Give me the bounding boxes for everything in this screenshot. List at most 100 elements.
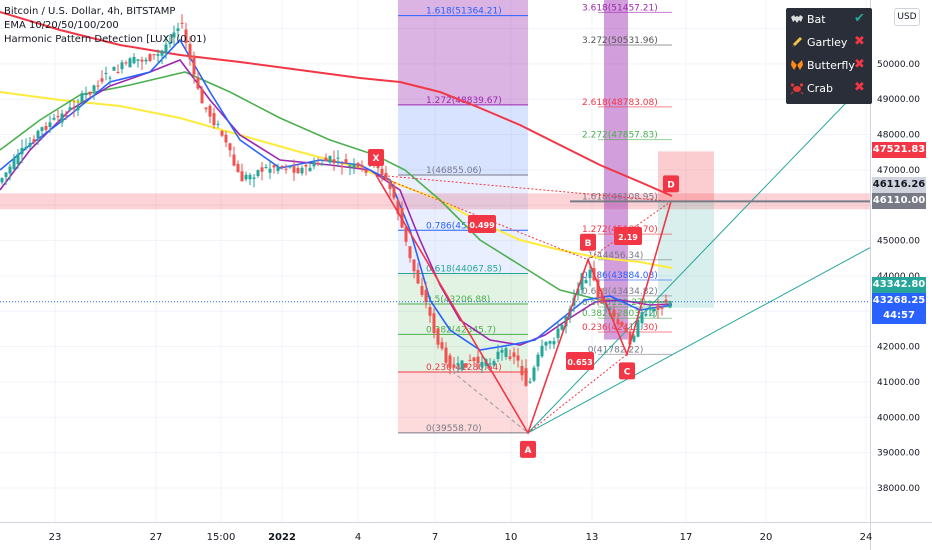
- candle-body: [260, 167, 264, 172]
- candle-body: [36, 130, 40, 138]
- fib-label: 0.382(42803.72): [582, 309, 658, 319]
- candle-body: [424, 290, 428, 303]
- candle-body: [284, 168, 288, 170]
- legend-row-bat: Bat ✔: [786, 10, 872, 30]
- candle-body: [612, 309, 616, 317]
- ema-line-0: [0, 91, 673, 269]
- candle-body: [196, 77, 200, 89]
- candle-body: [352, 164, 356, 168]
- candle-body: [332, 159, 336, 164]
- fib-label: 0.236(41280.64): [426, 363, 502, 373]
- pattern-point-label: C: [624, 367, 631, 377]
- fib-column: [604, 0, 628, 340]
- ratio-box: [566, 352, 594, 370]
- candle-body: [128, 58, 132, 68]
- candle-body: [668, 303, 672, 308]
- candle-body: [48, 122, 52, 128]
- candle-body: [248, 174, 252, 180]
- candle-body: [200, 89, 204, 104]
- candle-body: [132, 56, 136, 64]
- candle-body: [468, 359, 472, 361]
- pattern-point-marker: [520, 440, 536, 458]
- candle-body: [0, 178, 4, 183]
- x-tick-label: 17: [680, 532, 693, 543]
- candle-body: [580, 273, 584, 290]
- fib-label: 1(44456.34): [588, 251, 644, 261]
- y-tick-label: 39000.00: [877, 449, 920, 459]
- candle-body: [500, 349, 504, 353]
- legend-name: Bat: [807, 13, 826, 26]
- fib-label: 0.618(44067.85): [426, 265, 502, 275]
- candle-body: [624, 328, 628, 333]
- candle-body: [312, 161, 316, 167]
- candle-body: [96, 85, 100, 87]
- candle-body: [440, 342, 444, 349]
- candle-body: [320, 164, 324, 166]
- candle-body: [344, 159, 348, 164]
- candle-body: [508, 356, 512, 359]
- candle-body: [584, 280, 588, 284]
- candle-body: [180, 22, 184, 24]
- candle-body: [492, 361, 496, 366]
- candle-body: [192, 55, 196, 75]
- candle-body: [616, 319, 620, 325]
- candle-body: [544, 342, 548, 346]
- candle-body: [160, 50, 164, 56]
- candle-body: [296, 167, 300, 174]
- candle-body: [408, 246, 412, 259]
- candle-body: [640, 312, 644, 324]
- y-tick-label: 38000.00: [877, 484, 920, 494]
- ratio-box: [614, 227, 642, 245]
- candle-body: [56, 116, 60, 118]
- ema-line-2: [0, 71, 672, 303]
- candle-body: [244, 174, 248, 180]
- candle-body: [324, 157, 328, 162]
- fib-label: 0.236(42413.30): [582, 323, 658, 333]
- candle-body: [516, 355, 520, 361]
- fib-label: 3.272(50531.96): [582, 36, 658, 46]
- candle-body: [392, 185, 396, 198]
- candle-body: [76, 105, 80, 111]
- candle-body: [32, 139, 36, 143]
- x-tick-label: 24: [860, 532, 873, 543]
- y-tick-label: 42000.00: [877, 343, 920, 353]
- ratio-label: 0.653: [567, 358, 592, 367]
- candle-body: [252, 177, 256, 179]
- candle-body: [164, 44, 168, 54]
- candle-body: [104, 72, 108, 75]
- y-tick-label: 49000.00: [877, 95, 920, 105]
- candle-body: [112, 66, 116, 71]
- candle-body: [528, 381, 532, 383]
- candle-body: [496, 351, 500, 359]
- price-tag-level: 46110.00: [872, 193, 926, 209]
- fib-label: 0(39558.70): [426, 424, 482, 434]
- candle-body: [120, 62, 124, 70]
- harmonic-indicator-label[interactable]: Harmonic Pattern Detection [LUX] (0.01): [4, 34, 207, 45]
- candle-body: [384, 172, 388, 179]
- candle-body: [608, 308, 612, 310]
- legend-name: Butterfly: [807, 59, 855, 72]
- currency-button[interactable]: USD: [894, 8, 920, 26]
- candle-body: [456, 363, 460, 366]
- candle-body: [276, 166, 280, 172]
- candle-body: [404, 226, 408, 242]
- candle-body: [560, 324, 564, 330]
- candle-body: [116, 71, 120, 73]
- legend-row-butterfly: Butterfly ✖: [786, 56, 872, 76]
- symbol-title: Bitcoin / U.S. Dollar, 4h, BITSTAMP: [4, 6, 176, 17]
- price-tag-ema: 43342.80: [872, 277, 926, 293]
- candle-body: [476, 356, 480, 364]
- candle-body: [24, 146, 28, 149]
- candle-body: [488, 363, 492, 365]
- legend-name: Gartley: [807, 36, 848, 49]
- candle-body: [184, 29, 188, 43]
- candle-body: [40, 127, 44, 132]
- pattern-point-marker: [619, 362, 635, 380]
- profit-box: [658, 201, 714, 308]
- candle-body: [124, 62, 128, 64]
- candle-body: [308, 167, 312, 172]
- candle-body: [636, 319, 640, 337]
- ema-indicator-label[interactable]: EMA 10/20/50/100/200: [4, 20, 119, 31]
- candle-body: [652, 308, 656, 312]
- fib-label: 2.272(47857.83): [582, 131, 658, 141]
